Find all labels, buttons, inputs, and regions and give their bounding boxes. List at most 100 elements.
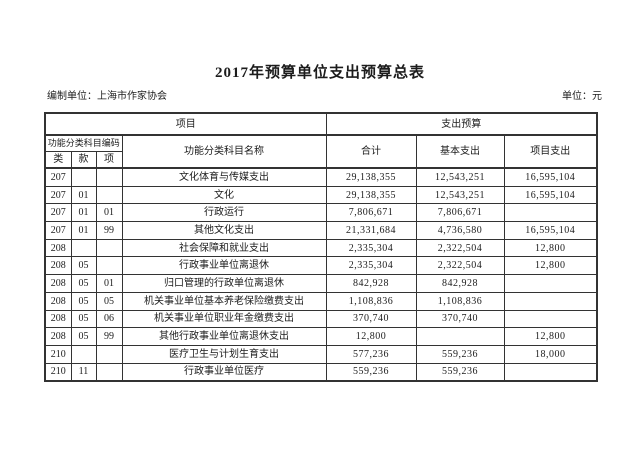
header-subject-name: 功能分类科目名称 (121, 134, 327, 169)
cell-project-expenditure (503, 274, 598, 293)
header-item: 项 (95, 151, 123, 169)
cell-project-expenditure: 12,800 (503, 327, 598, 346)
cell-project-expenditure (503, 291, 598, 311)
cell-section-code (70, 344, 97, 364)
cell-class-code: 208 (44, 256, 72, 276)
table-row: 207 01 01 行政运行 7,806,671 7,806,671 (44, 203, 598, 223)
cell-subject-name: 社会保障和就业支出 (121, 238, 327, 258)
cell-total: 370,740 (325, 309, 417, 329)
header-basic-expenditure: 基本支出 (415, 134, 505, 169)
cell-project-expenditure (503, 203, 598, 223)
cell-basic-expenditure (415, 327, 505, 346)
cell-item-code: 99 (95, 221, 123, 240)
cell-total: 12,800 (325, 327, 417, 346)
cell-basic-expenditure: 1,108,836 (415, 291, 505, 311)
budget-table: 项目 支出预算 功能分类科目编码 功能分类科目名称 合计 基本支出 项目支出 类… (44, 112, 599, 383)
header-section: 款 (70, 151, 97, 169)
cell-project-expenditure: 12,800 (503, 238, 598, 258)
page-title: 2017年预算单位支出预算总表 (214, 65, 425, 81)
cell-section-code: 05 (70, 256, 97, 276)
header-row-2: 功能分类科目编码 功能分类科目名称 合计 基本支出 项目支出 (44, 134, 598, 169)
cell-basic-expenditure: 7,806,671 (415, 203, 505, 223)
cell-section-code: 11 (70, 362, 97, 382)
cell-class-code: 207 (44, 203, 72, 223)
cell-total: 29,138,355 (325, 166, 417, 187)
cell-class-code: 207 (44, 221, 72, 240)
cell-item-code: 01 (95, 203, 123, 223)
cell-project-expenditure: 16,595,104 (503, 221, 598, 240)
header-total: 合计 (325, 134, 417, 169)
cell-item-code (95, 256, 123, 276)
table-row: 208 05 05 机关事业单位基本养老保险缴费支出 1,108,836 1,108,83… (44, 291, 598, 311)
table-row: 210 11 行政事业单位医疗 559,236 559,236 (44, 362, 598, 382)
cell-subject-name: 机关事业单位职业年金缴费支出 (121, 309, 327, 329)
cell-class-code: 210 (44, 362, 72, 382)
cell-total: 577,236 (325, 344, 417, 364)
cell-section-code (70, 166, 97, 187)
cell-subject-name: 其他行政事业单位离退休支出 (121, 327, 327, 346)
table-row: 208 05 01 归口管理的行政单位离退休 842,928 842,928 (44, 274, 598, 293)
table-row: 208 社会保障和就业支出 2,335,304 2,322,504 12,800 (44, 238, 598, 258)
table-row: 207 文化体育与传媒支出 29,138,355 12,543,251 16,595,1… (44, 166, 598, 187)
cell-subject-name: 其他文化支出 (121, 221, 327, 240)
cell-class-code: 208 (44, 309, 72, 329)
cell-basic-expenditure: 12,543,251 (415, 185, 505, 205)
table-header: 项目 支出预算 功能分类科目编码 功能分类科目名称 合计 基本支出 项目支出 类… (44, 112, 598, 169)
prepared-by-label: 编制单位：上海市作家协会 (47, 91, 167, 102)
cell-basic-expenditure: 4,736,580 (415, 221, 505, 240)
cell-total: 1,108,836 (325, 291, 417, 311)
table-body: 207 文化体育与传媒支出 29,138,355 12,543,251 16,595,1… (44, 166, 598, 382)
cell-section-code: 05 (70, 309, 97, 329)
cell-project-expenditure: 16,595,104 (503, 166, 598, 187)
meta-row: 编制单位：上海市作家协会 单位：元 (44, 91, 604, 103)
cell-item-code (95, 185, 123, 205)
cell-section-code: 01 (70, 203, 97, 223)
cell-section-code (70, 238, 97, 258)
cell-item-code: 99 (95, 327, 123, 346)
cell-basic-expenditure: 559,236 (415, 344, 505, 364)
cell-class-code: 208 (44, 291, 72, 311)
cell-total: 7,806,671 (325, 203, 417, 223)
cell-total: 2,335,304 (325, 256, 417, 276)
cell-class-code: 208 (44, 274, 72, 293)
table-row: 207 01 99 其他文化支出 21,331,684 4,736,580 16,595,1… (44, 221, 598, 240)
cell-basic-expenditure: 12,543,251 (415, 166, 505, 187)
cell-subject-name: 医疗卫生与计划生育支出 (121, 344, 327, 364)
cell-class-code: 207 (44, 166, 72, 187)
cell-item-code: 06 (95, 309, 123, 329)
header-row-1: 项目 支出预算 (44, 112, 598, 136)
cell-total: 29,138,355 (325, 185, 417, 205)
unit-label: 单位：元 (562, 91, 602, 102)
cell-item-code (95, 344, 123, 364)
cell-section-code: 01 (70, 185, 97, 205)
cell-subject-name: 文化体育与传媒支出 (121, 166, 327, 187)
cell-class-code: 207 (44, 185, 72, 205)
cell-total: 2,335,304 (325, 238, 417, 258)
cell-section-code: 05 (70, 274, 97, 293)
cell-section-code: 05 (70, 327, 97, 346)
header-row-3: 类 款 项 (44, 151, 597, 169)
cell-section-code: 01 (70, 221, 97, 240)
header-code-group: 功能分类科目编码 (44, 134, 123, 152)
table-row: 210 医疗卫生与计划生育支出 577,236 559,236 18,000 (44, 344, 598, 364)
cell-class-code: 208 (44, 327, 72, 346)
header-class: 类 (44, 151, 72, 169)
cell-item-code (95, 362, 123, 382)
header-expenditure-budget: 支出预算 (325, 112, 598, 136)
cell-project-expenditure: 12,800 (503, 256, 598, 276)
cell-basic-expenditure: 559,236 (415, 362, 505, 382)
cell-item-code (95, 166, 123, 187)
cell-basic-expenditure: 842,928 (415, 274, 505, 293)
cell-subject-name: 行政事业单位医疗 (121, 362, 327, 382)
cell-subject-name: 行政运行 (121, 203, 327, 223)
cell-project-expenditure: 16,595,104 (503, 185, 598, 205)
cell-subject-name: 行政事业单位离退休 (121, 256, 327, 276)
header-project-expenditure: 项目支出 (503, 134, 598, 169)
cell-total: 842,928 (325, 274, 417, 293)
cell-subject-name: 归口管理的行政单位离退休 (121, 274, 327, 293)
table-row: 208 05 06 机关事业单位职业年金缴费支出 370,740 370,740 (44, 309, 598, 329)
table-row: 208 05 99 其他行政事业单位离退休支出 12,800 12,800 (44, 327, 598, 346)
cell-total: 559,236 (325, 362, 417, 382)
cell-basic-expenditure: 2,322,504 (415, 238, 505, 258)
